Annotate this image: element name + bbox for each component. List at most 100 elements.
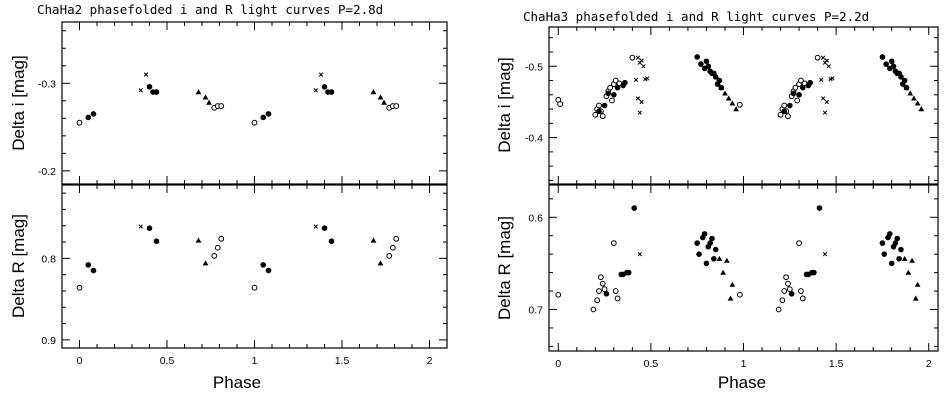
- data-point-cross: [633, 77, 639, 82]
- data-point-open-circle: [393, 235, 400, 242]
- data-point-open-circle: [557, 101, 564, 107]
- data-point-filled-circle: [328, 89, 335, 95]
- data-point-filled-circle: [146, 225, 153, 231]
- y-tick-label: -0.5: [525, 61, 543, 73]
- y-tick-label: 0.8: [41, 253, 56, 265]
- y-tick-label: 0.6: [528, 212, 543, 224]
- data-point-filled-circle: [603, 291, 610, 297]
- data-point-filled-circle: [898, 246, 904, 253]
- xlabel-chaha2: Phase: [213, 373, 261, 392]
- data-point-cross: [637, 252, 642, 257]
- data-point-triangle: [907, 90, 914, 96]
- data-point-filled-circle: [153, 238, 160, 245]
- data-point-cross: [641, 64, 646, 69]
- data-point-filled-circle: [703, 260, 710, 267]
- data-point-cross: [639, 99, 644, 105]
- data-point-cross: [820, 55, 826, 60]
- y-tick-label: 0.7: [528, 305, 543, 317]
- data-point-open-circle: [785, 113, 791, 120]
- data-point-open-circle: [393, 103, 400, 109]
- x-tick-label: 2: [427, 355, 433, 367]
- data-point-open-circle: [781, 288, 788, 294]
- data-point-filled-circle: [898, 74, 904, 80]
- x-tick-label: 0: [77, 355, 83, 367]
- data-point-filled-circle: [796, 91, 802, 98]
- data-point-filled-circle: [712, 246, 719, 253]
- data-point-triangle: [722, 90, 728, 96]
- x-tick-label: 0.5: [160, 355, 175, 367]
- data-point-open-circle: [76, 119, 83, 126]
- data-point-open-circle: [796, 240, 802, 247]
- x-tick-label: 1.5: [335, 355, 350, 367]
- data-point-open-circle: [814, 54, 821, 61]
- data-point-cross: [822, 252, 828, 257]
- data-point-open-circle: [612, 77, 619, 84]
- data-point-open-circle: [614, 295, 621, 302]
- data-point-open-circle: [214, 244, 221, 251]
- data-point-triangle: [206, 99, 212, 105]
- data-point-triangle: [718, 84, 725, 90]
- data-point-filled-circle: [788, 291, 795, 297]
- data-point-open-circle: [799, 295, 806, 302]
- data-point-filled-circle: [698, 61, 704, 67]
- data-point-filled-circle: [705, 63, 712, 70]
- data-point-filled-circle: [321, 225, 328, 231]
- data-point-cross: [830, 76, 835, 81]
- data-point-filled-circle: [625, 269, 632, 276]
- data-point-open-circle: [781, 102, 788, 109]
- data-point-open-circle: [629, 54, 636, 61]
- data-point-open-circle: [610, 240, 617, 247]
- data-point-cross: [635, 55, 641, 60]
- data-point-cross: [138, 224, 143, 229]
- data-point-open-circle: [609, 97, 615, 104]
- plot-frame-chaha2-i: [61, 21, 448, 185]
- data-point-triangle: [716, 255, 723, 261]
- data-point-filled-circle: [694, 54, 700, 60]
- data-point-open-circle: [607, 84, 614, 91]
- x-tick-label: 2: [926, 358, 932, 370]
- data-point-open-circle: [779, 297, 786, 304]
- data-point-triangle: [901, 255, 908, 261]
- data-point-cross: [645, 76, 650, 81]
- x-tick-label: 1: [741, 358, 747, 370]
- data-point-filled-circle: [146, 84, 153, 90]
- chart-chaha2: ChaHa2 phasefolded i and R light curves …: [9, 2, 448, 392]
- data-point-open-circle: [736, 291, 743, 298]
- data-point-triangle: [729, 100, 736, 106]
- data-point-cross: [635, 96, 641, 101]
- data-point-open-circle: [783, 274, 790, 281]
- data-point-triangle: [733, 106, 739, 112]
- data-point-filled-circle: [85, 262, 92, 268]
- data-point-open-circle: [612, 288, 619, 294]
- data-point-open-circle: [599, 280, 606, 287]
- data-point-filled-circle: [701, 231, 708, 237]
- data-point-triangle: [377, 260, 384, 266]
- data-point-filled-circle: [887, 231, 893, 237]
- data-point-cross: [637, 110, 642, 115]
- data-point-filled-circle: [614, 84, 621, 91]
- data-point-filled-circle: [265, 111, 272, 117]
- data-point-open-circle: [798, 288, 804, 294]
- data-point-filled-circle: [611, 91, 617, 98]
- data-point-cross: [826, 64, 831, 69]
- data-point-cross: [824, 99, 830, 105]
- data-point-cross: [138, 88, 143, 93]
- data-point-open-circle: [218, 103, 225, 109]
- data-point-filled-circle: [712, 74, 719, 80]
- data-point-open-circle: [777, 111, 784, 118]
- y-tick-label: -0.2: [38, 166, 56, 178]
- data-point-cross: [824, 58, 830, 63]
- plot-frame-chaha2-r: [61, 184, 448, 349]
- data-point-filled-circle: [90, 111, 97, 117]
- data-point-filled-circle: [816, 205, 823, 211]
- data-point-filled-circle: [716, 77, 723, 84]
- data-point-cross: [143, 72, 149, 77]
- data-point-triangle: [905, 269, 912, 275]
- data-point-open-circle: [251, 119, 258, 126]
- data-point-filled-circle: [799, 84, 806, 91]
- data-point-open-circle: [785, 280, 791, 287]
- data-point-cross: [822, 110, 828, 115]
- data-point-open-circle: [792, 84, 799, 91]
- data-point-open-circle: [386, 253, 393, 259]
